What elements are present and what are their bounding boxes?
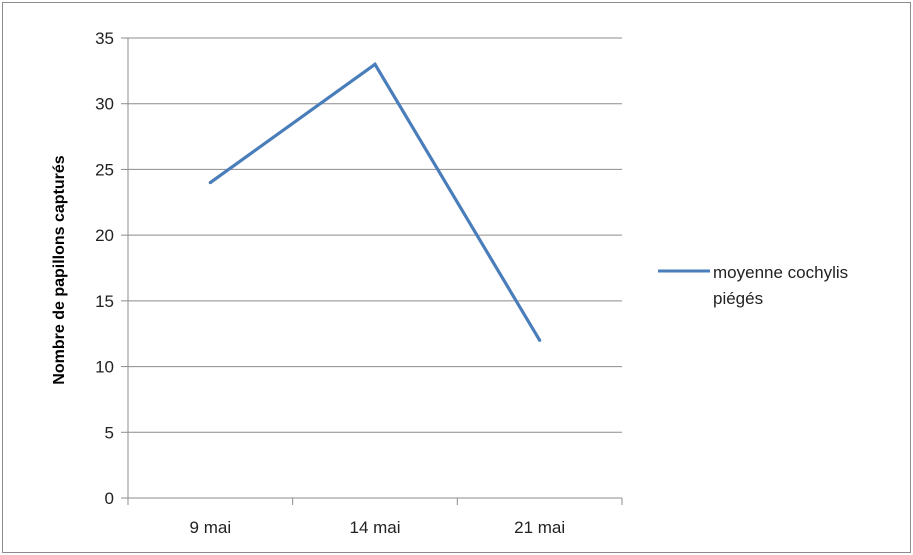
y-tick-label: 25 [95, 160, 114, 179]
y-tick-label: 5 [105, 423, 114, 442]
x-tick-label: 14 mai [349, 518, 400, 537]
data-point [208, 180, 212, 185]
legend: moyenne cochylis piégés [658, 263, 848, 308]
legend-label-line-2: piégés [713, 289, 763, 308]
y-tick-label: 0 [105, 489, 114, 508]
y-tick-label: 30 [95, 95, 114, 114]
y-tick-label: 15 [95, 292, 114, 311]
y-axis-label: Nombre de papillons capturés [51, 155, 68, 384]
data-point [538, 338, 542, 342]
y-tick-label: 10 [95, 358, 114, 377]
y-tick-labels: 0 5 10 15 20 25 30 35 [95, 29, 114, 508]
gridlines [121, 37, 622, 499]
data-point [373, 62, 377, 66]
legend-label-line-1: moyenne cochylis [713, 263, 848, 282]
series-group [208, 61, 542, 342]
series-line [209, 61, 542, 342]
y-tick-label: 20 [95, 226, 114, 245]
axes [121, 38, 622, 499]
x-tick-label: 21 mai [514, 518, 565, 537]
y-tick-label: 35 [95, 29, 114, 48]
x-tick-labels: 9 mai 14 mai 21 mai [127, 498, 623, 537]
x-tick-label: 9 mai [190, 518, 232, 537]
